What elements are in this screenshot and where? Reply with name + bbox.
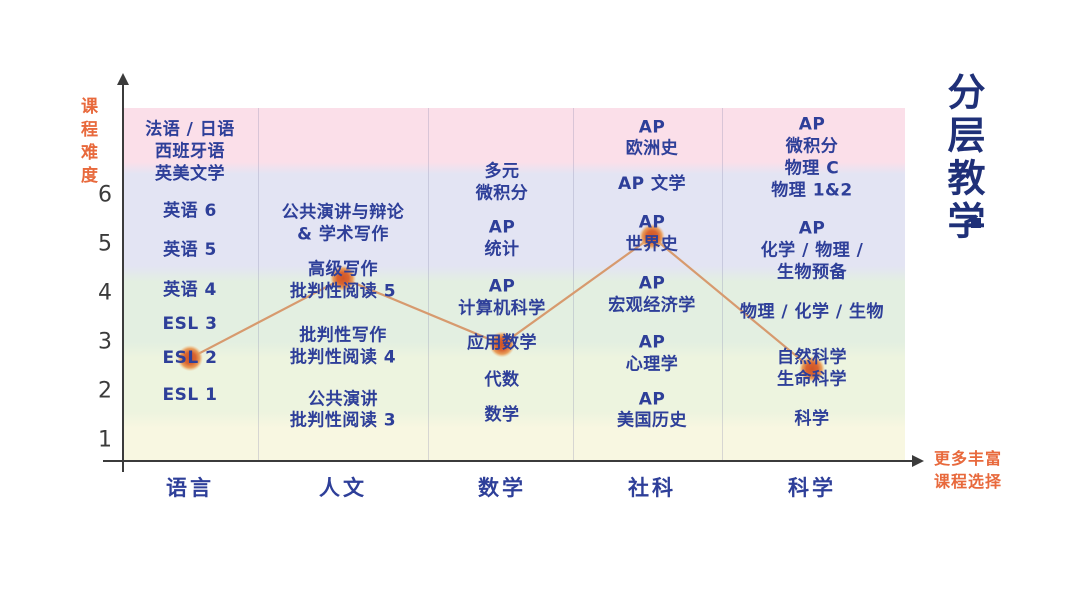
course-label: 英语 6 (163, 201, 217, 222)
y-tick-label: 5 (98, 231, 112, 257)
y-axis-title: 课程难度 (77, 97, 97, 189)
course-label: AP 宏观经济学 (608, 273, 696, 316)
y-tick-label: 4 (98, 280, 112, 306)
x-axis-category-label: 数学 (478, 476, 526, 500)
course-label: 自然科学 生命科学 (777, 347, 847, 389)
course-label: AP 世界史 (625, 212, 679, 255)
x-axis-category-label: 人文 (319, 476, 367, 500)
course-label: AP 微积分 物理 C 物理 1&2 (771, 114, 853, 200)
course-label: 数学 (484, 404, 520, 425)
y-axis-arrow-icon (117, 73, 129, 85)
course-label: ESL 3 (162, 313, 218, 334)
course-label: 物理 / 化学 / 生物 (739, 301, 885, 322)
page-title: 分层教学 (941, 72, 985, 244)
course-label: AP 文学 (617, 174, 687, 195)
course-label: 英语 4 (163, 279, 217, 300)
y-tick-label: 3 (98, 329, 112, 355)
course-label: 英美文学 (155, 164, 225, 185)
course-label: AP 计算机科学 (458, 276, 546, 318)
x-axis-category-label: 科学 (788, 476, 836, 500)
course-label: 应用数学 (467, 333, 537, 354)
course-label: 高级写作 批判性阅读 5 (289, 259, 397, 301)
course-label: 批判性写作 批判性阅读 4 (289, 325, 397, 367)
x-axis-category-label: 社科 (628, 476, 676, 500)
course-label: AP 统计 (484, 217, 520, 260)
course-label: AP 欧洲史 (625, 116, 679, 159)
y-axis-line (122, 84, 124, 472)
course-label: 英语 5 (163, 240, 217, 261)
x-axis-line (103, 460, 913, 462)
x-axis-note: 更多丰富 课程选择 (934, 449, 1003, 492)
x-axis-category-label: 语言 (166, 476, 214, 500)
course-label: ESL 2 (162, 348, 218, 369)
y-tick-label: 2 (98, 378, 112, 404)
course-label: ESL 1 (162, 385, 218, 406)
title-accent-square-icon (971, 218, 981, 228)
x-axis-arrow-icon (912, 455, 924, 467)
course-label: 法语 / 日语 西班牙语 (145, 119, 235, 162)
course-label: AP 心理学 (625, 332, 679, 375)
course-label: AP 美国历史 (617, 388, 687, 431)
course-label: 代数 (484, 370, 520, 391)
course-label: 多元 微积分 (475, 161, 529, 203)
course-label: 公共演讲 批判性阅读 3 (289, 388, 397, 431)
course-label: 公共演讲与辩论 & 学术写作 (281, 202, 405, 245)
y-tick-label: 1 (98, 427, 112, 453)
course-label: 科学 (794, 409, 830, 430)
y-tick-label: 6 (98, 182, 112, 208)
course-label: AP 化学 / 物理 / 生物预备 (760, 218, 864, 283)
